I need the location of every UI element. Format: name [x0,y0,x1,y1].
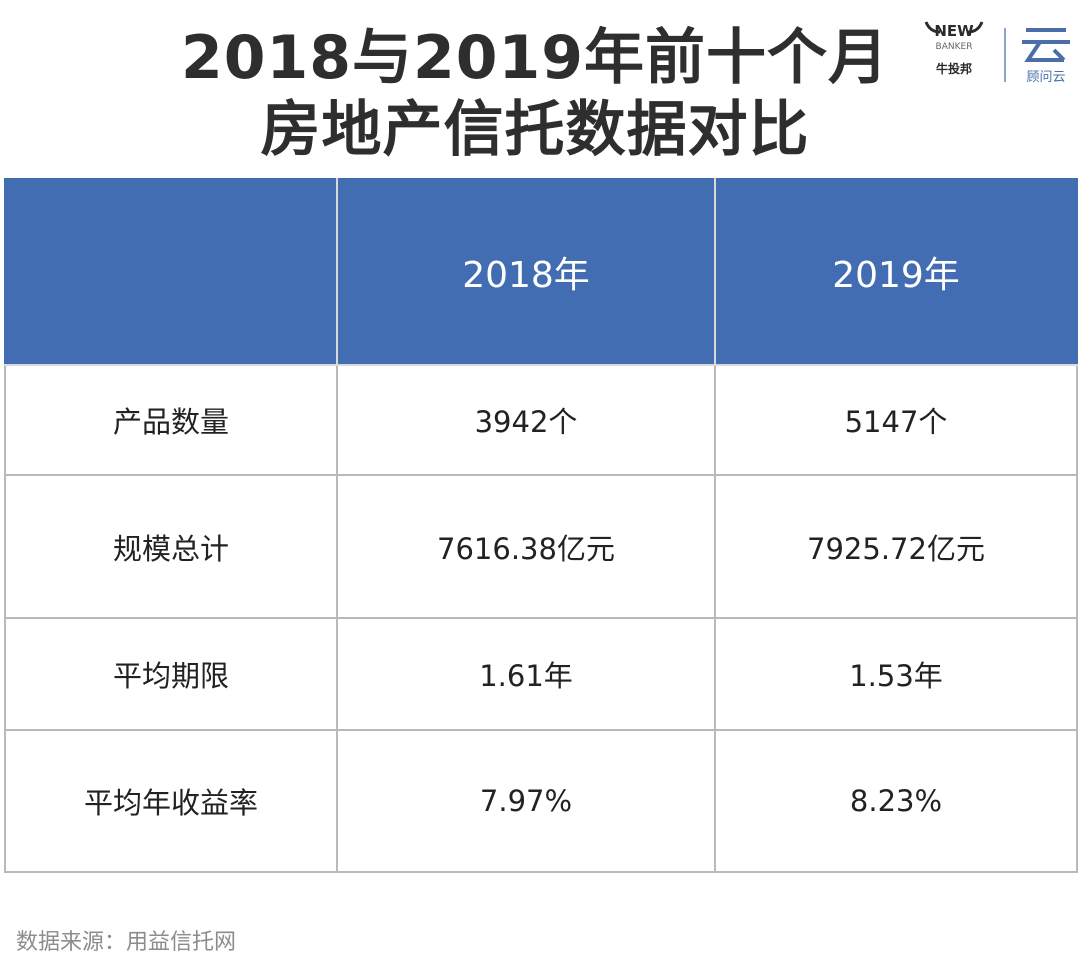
bull-horns-icon [924,21,984,34]
cell-2018: 1.61年 [336,617,716,731]
table-row: 平均期限 1.61年 1.53年 [4,617,1078,731]
cell-2018: 7616.38亿元 [336,474,716,619]
newbanker-logo-icon: NEW BANKER 牛投邦 [922,18,986,84]
logo-divider [1004,28,1006,82]
newbanker-logo-sub: BANKER [935,42,973,52]
newbanker-logo-cn: 牛投邦 [935,62,972,76]
header-cell-label [4,178,338,366]
page-title-line2: 房地产信托数据对比 [260,95,810,165]
row-label: 规模总计 [4,474,338,619]
row-label: 产品数量 [4,364,338,476]
cell-2019: 7925.72亿元 [714,474,1078,619]
table-row: 产品数量 3942个 5147个 [4,364,1078,476]
table-row: 规模总计 7616.38亿元 7925.72亿元 [4,474,1078,619]
cell-2019: 5147个 [714,364,1078,476]
table-row: 平均年收益率 7.97% 8.23% [4,729,1078,873]
page-title-line1: 2018与2019年前十个月 [181,23,889,93]
guwenyun-logo-text: 顾问云 [1026,70,1066,85]
logos: NEW BANKER 牛投邦 顾问云 [922,18,1072,88]
newbanker-logo-text: NEW [934,22,974,40]
cell-2019: 8.23% [714,729,1078,873]
cloud-glyph-icon [1022,28,1070,62]
row-label: 平均年收益率 [4,729,338,873]
header-cell-2019: 2019年 [714,178,1078,366]
cell-2019: 1.53年 [714,617,1078,731]
data-source-note: 数据来源：用益信托网 [16,930,237,955]
cell-2018: 7.97% [336,729,716,873]
header-cell-2018: 2018年 [336,178,716,366]
row-label: 平均期限 [4,617,338,731]
cell-2018: 3942个 [336,364,716,476]
table-header-row: 2018年 2019年 [4,178,1078,366]
comparison-table: 2018年 2019年 产品数量 3942个 5147个 规模总计 7616.3… [4,178,1078,873]
guwenyun-logo-icon: 顾问云 [1020,22,1072,85]
